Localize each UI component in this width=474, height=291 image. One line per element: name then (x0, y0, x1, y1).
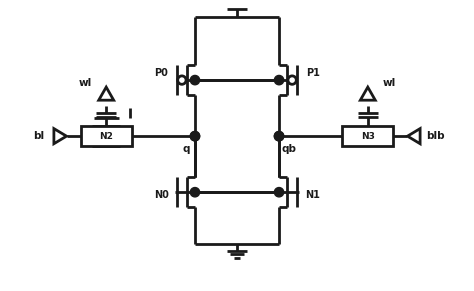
Circle shape (178, 76, 186, 84)
Text: P1: P1 (306, 68, 319, 78)
Circle shape (274, 132, 284, 141)
Circle shape (190, 132, 200, 141)
Bar (81, 126, 132, 146)
Circle shape (190, 187, 200, 197)
Circle shape (274, 132, 284, 141)
Circle shape (274, 75, 284, 85)
Text: blb: blb (426, 131, 445, 141)
Text: qb: qb (282, 144, 297, 154)
Text: N3: N3 (361, 132, 375, 141)
Text: wl: wl (79, 78, 92, 88)
Text: N1: N1 (305, 189, 320, 200)
Circle shape (190, 75, 200, 85)
Text: q: q (183, 144, 190, 154)
Text: P0: P0 (155, 68, 168, 78)
Text: wl: wl (382, 78, 395, 88)
Text: bl: bl (33, 131, 44, 141)
Text: N2: N2 (99, 132, 113, 141)
Circle shape (288, 76, 296, 84)
Bar (342, 126, 393, 146)
Text: N0: N0 (154, 189, 169, 200)
Circle shape (274, 187, 284, 197)
Circle shape (190, 132, 200, 141)
